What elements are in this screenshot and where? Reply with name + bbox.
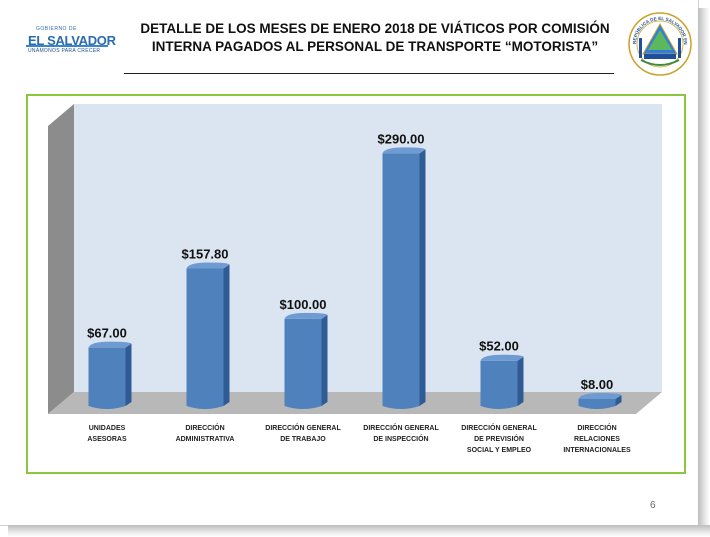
bar-side bbox=[223, 264, 230, 406]
bar-chart: $67.00 UNIDADES ASESORAS $157.80 DIRECCIÓN AD… bbox=[48, 104, 662, 454]
category-label-line: ADMINISTRATIVA bbox=[176, 436, 235, 443]
logo-line3: UNÁMONOS PARA CRECER bbox=[28, 48, 101, 54]
data-label: $8.00 bbox=[581, 377, 614, 392]
logo-line1: GOBIERNO DE bbox=[36, 26, 77, 32]
chart-back-wall bbox=[74, 104, 662, 392]
category-label-line: DIRECCIÓN bbox=[185, 423, 224, 432]
el-salvador-logo: GOBIERNO DE EL SALVADOR UNÁMONOS PARA CR… bbox=[18, 14, 118, 58]
bar-top bbox=[284, 312, 328, 319]
bar bbox=[284, 318, 322, 409]
bar bbox=[88, 347, 126, 409]
bar-top bbox=[578, 393, 622, 400]
slide-shadow-bottom bbox=[8, 525, 710, 537]
data-label: $52.00 bbox=[479, 339, 519, 354]
bar-top bbox=[186, 262, 230, 269]
data-label: $100.00 bbox=[280, 297, 327, 312]
category-label-line: DE INSPECCIÓN bbox=[373, 434, 428, 443]
title-underline bbox=[124, 73, 614, 74]
category-label: DIRECCIÓN GENERAL DE PREVISIÓN SOCIAL Y EM… bbox=[461, 423, 537, 454]
category-label-line: UNIDADES bbox=[89, 425, 126, 432]
logo-swoosh bbox=[26, 45, 108, 47]
page-number: 6 bbox=[650, 500, 656, 511]
category-label-line: SOCIAL Y EMPLEO bbox=[467, 447, 532, 454]
category-label-line: DE PREVISIÓN bbox=[474, 434, 524, 443]
title-line-1: DETALLE DE LOS MESES DE ENERO 2018 DE VI… bbox=[140, 21, 610, 36]
data-label: $157.80 bbox=[182, 247, 229, 262]
category-label: DIRECCIÓN GENERAL DE TRABAJO bbox=[265, 423, 341, 443]
chart-floor bbox=[48, 392, 662, 414]
slide-shadow-right bbox=[698, 8, 710, 537]
bar-side bbox=[615, 395, 622, 406]
category-label-line: ASESORAS bbox=[87, 436, 127, 443]
bar bbox=[186, 268, 224, 409]
data-label: $67.00 bbox=[87, 326, 127, 341]
bar-side bbox=[419, 149, 426, 406]
category-label: DIRECCIÓN GENERAL DE INSPECCIÓN bbox=[363, 423, 439, 443]
category-label: DIRECCIÓN RELACIONES INTERNACIONALES bbox=[563, 423, 631, 454]
category-label-line: DIRECCIÓN bbox=[577, 423, 616, 432]
category-label-line: DIRECCIÓN GENERAL bbox=[363, 423, 439, 432]
chart-frame: $67.00 UNIDADES ASESORAS $157.80 DIRECCIÓN AD… bbox=[26, 94, 686, 474]
title-line-2: INTERNA PAGADOS AL PERSONAL DE TRANSPORT… bbox=[151, 39, 599, 54]
slide-title: DETALLE DE LOS MESES DE ENERO 2018 DE VI… bbox=[140, 20, 610, 56]
category-label: UNIDADES ASESORAS bbox=[87, 425, 127, 443]
category-label-line: RELACIONES bbox=[574, 436, 620, 443]
data-label: $290.00 bbox=[378, 131, 425, 146]
bar bbox=[578, 399, 616, 409]
category-label-line: DIRECCIÓN GENERAL bbox=[461, 423, 537, 432]
national-seal-icon: REPÚBLICA DE EL SALVADOR EN LA AMÉRICA C… bbox=[627, 8, 692, 76]
bar bbox=[480, 360, 518, 409]
slide: GOBIERNO DE EL SALVADOR UNÁMONOS PARA CR… bbox=[0, 0, 699, 526]
category-label-line: DE TRABAJO bbox=[280, 436, 326, 443]
bar bbox=[382, 153, 420, 409]
bar-top bbox=[88, 341, 132, 348]
bar-top bbox=[382, 147, 426, 154]
bar-top bbox=[480, 354, 524, 361]
category-label-line: INTERNACIONALES bbox=[563, 447, 631, 454]
bar-side bbox=[321, 314, 328, 406]
category-label-line: DIRECCIÓN GENERAL bbox=[265, 423, 341, 432]
bar-side bbox=[517, 356, 524, 406]
logo-line2: EL SALVADOR bbox=[28, 33, 116, 48]
category-label: DIRECCIÓN ADMINISTRATIVA bbox=[176, 423, 235, 443]
chart-side-wall bbox=[48, 104, 74, 414]
bar-side bbox=[125, 343, 132, 406]
